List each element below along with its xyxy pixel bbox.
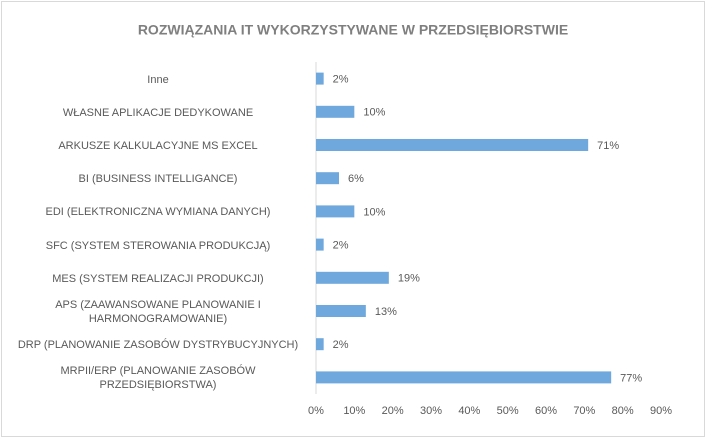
data-label: 6% — [348, 173, 364, 185]
y-tick-label: DRP (PLANOWANIE ZASOBÓW DYSTRYBUCYJNYCH) — [17, 339, 299, 352]
bar — [316, 338, 324, 351]
x-tick-label: 50% — [497, 405, 519, 417]
data-label: 77% — [620, 372, 642, 384]
bar — [316, 205, 355, 218]
x-tick-label: 70% — [573, 405, 595, 417]
y-tick-label: Inne — [147, 73, 169, 86]
x-tick-label: 90% — [650, 405, 672, 417]
data-label: 2% — [333, 339, 349, 351]
x-tick-label: 80% — [612, 405, 634, 417]
data-label: 71% — [597, 140, 619, 152]
bar — [316, 371, 612, 384]
x-tick-label: 30% — [420, 405, 442, 417]
x-tick-label: 40% — [458, 405, 480, 417]
bar — [316, 72, 324, 85]
x-tick-label: 0% — [308, 405, 324, 417]
x-tick-label: 60% — [535, 405, 557, 417]
y-tick-label: EDI (ELEKTRONICZNA WYMIANA DANYCH) — [45, 206, 271, 219]
bar — [316, 172, 339, 185]
bar — [316, 139, 589, 151]
x-tick-label: 10% — [343, 405, 365, 417]
y-tick-label: APS (ZAAWANSOWANE PLANOWANIE I HARMONOGR… — [55, 299, 261, 325]
data-label: 2% — [333, 240, 349, 252]
bar — [316, 305, 366, 317]
y-tick-label: BI (BUSINESS INTELLIGANCE) — [78, 173, 238, 186]
chart-title: ROZWIĄZANIA IT WYKORZYSTYWANE W PRZEDSIĘ… — [138, 22, 568, 38]
x-tick-label: 20% — [382, 405, 404, 417]
y-tick-label: MRPII/ERP (PLANOWANIE ZASOBÓW PRZEDSIĘBI… — [60, 365, 256, 392]
bar — [316, 105, 355, 118]
data-label: 10% — [363, 206, 385, 218]
bar — [316, 238, 324, 251]
data-label: 2% — [333, 74, 349, 86]
data-label: 19% — [398, 273, 420, 285]
y-tick-label: ARKUSZE KALKULACYJNE MS EXCEL — [58, 140, 258, 152]
data-label: 10% — [363, 107, 385, 119]
y-tick-label: WŁASNE APLIKACJE DEDYKOWANE — [62, 106, 254, 119]
y-tick-label: MES (SYSTEM REALIZACJI PRODUKCJI) — [52, 272, 264, 285]
data-label: 13% — [375, 306, 397, 318]
y-tick-label: SFC (SYSTEM STEROWANIA PRODUKCJĄ) — [45, 239, 271, 252]
bar — [316, 271, 389, 284]
